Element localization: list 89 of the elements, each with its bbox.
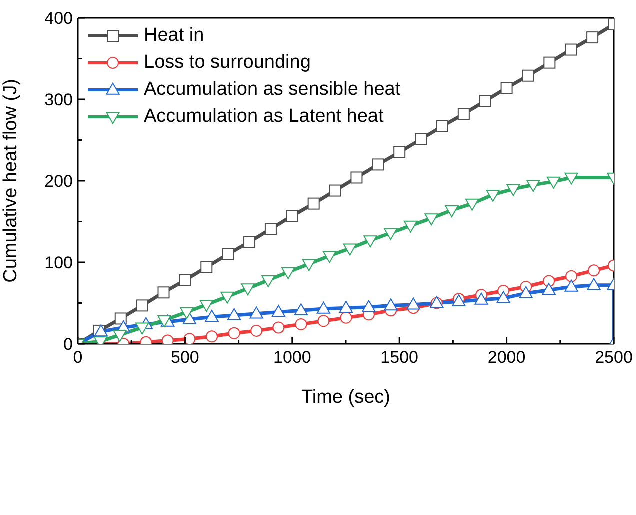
legend-label: Accumulation as sensible heat [144,78,401,102]
x-tick-label: 2500 [595,348,633,367]
point [220,292,234,304]
point [262,276,276,288]
point [244,236,256,248]
point [339,301,354,314]
point [308,198,320,210]
y-axis-title: Cumulative heat flow (J) [0,79,22,283]
point [302,259,316,272]
point [316,302,331,314]
point [445,205,459,218]
point [436,120,448,132]
point [340,312,352,324]
point [500,82,513,94]
point [486,190,500,202]
point [564,172,578,185]
point [228,327,240,340]
point [542,283,556,296]
point [286,210,298,222]
point [404,220,418,233]
point [136,300,148,312]
point [384,298,398,311]
point [372,158,384,171]
point [415,133,428,146]
point [546,176,561,189]
point [114,312,127,325]
point [295,318,308,330]
x-tick-label: 2000 [488,348,526,367]
point [588,264,600,277]
point [94,324,108,337]
point [200,300,214,312]
y-tick-label: 400 [44,9,73,28]
point [294,303,308,316]
point [200,261,213,274]
point [543,275,556,288]
legend-label: Heat in [144,24,204,48]
point [343,244,357,256]
point [282,267,296,280]
point [544,56,556,69]
point [272,322,285,334]
point [406,298,420,310]
legend-label: Loss to surrounding [144,51,311,75]
point [394,146,406,158]
point [424,214,438,226]
point [180,307,194,320]
y-tick-label: 0 [64,335,73,354]
point [496,291,510,304]
point [241,284,255,296]
x-tick-label: 1500 [380,348,419,367]
point [526,180,540,192]
point [250,306,264,319]
point [205,310,219,322]
point [458,108,470,120]
y-tick-label: 100 [44,254,73,272]
point [322,251,337,264]
point [384,228,398,240]
point [135,322,150,335]
point [184,333,196,344]
point [565,44,578,56]
point [465,198,480,211]
point [566,270,578,282]
point [474,292,488,305]
point [329,184,342,197]
y-tick-label: 300 [44,90,73,110]
y-tick-label: 200 [44,172,73,191]
point [227,308,242,320]
point [206,330,218,343]
point [587,278,601,290]
point [222,248,234,260]
point [362,300,376,312]
point [350,172,363,184]
legend-label: Accumulation as Latent heat [144,105,384,129]
point [272,305,286,318]
point [250,324,263,337]
point [318,315,330,328]
point [522,70,534,82]
point [158,315,172,328]
point [519,286,533,298]
point [506,184,520,196]
point [364,236,378,248]
x-tick-label: 1000 [273,348,312,367]
point [179,274,192,286]
point [586,32,599,44]
point [264,223,277,236]
x-axis-title: Time (sec) [301,387,391,408]
point [564,280,578,292]
point [479,95,492,108]
x-tick-label: 500 [171,348,200,367]
point [158,286,170,299]
